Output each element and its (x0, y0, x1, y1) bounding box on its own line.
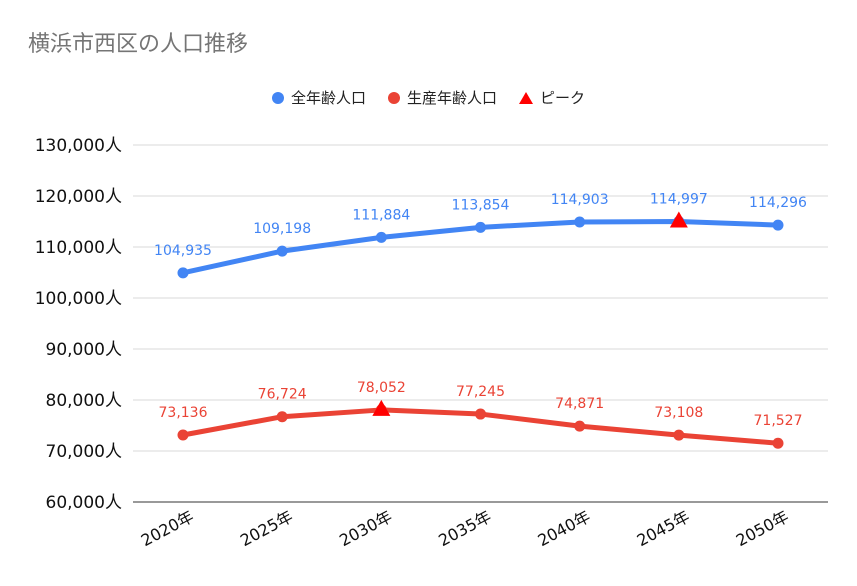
data-label: 73,136 (159, 405, 208, 421)
legend-marker-all-ages (271, 91, 284, 104)
data-point (276, 411, 288, 423)
y-tick-label: 70,000人 (46, 442, 122, 462)
y-tick-label: 80,000人 (46, 391, 122, 411)
legend-label-working-age: 生産年齢人口 (406, 89, 497, 107)
data-point (772, 437, 784, 449)
data-point (772, 219, 784, 231)
x-tick-label: 2050年 (733, 507, 792, 550)
y-tick-label: 60,000人 (46, 493, 122, 513)
data-point (475, 221, 486, 233)
data-point (177, 267, 189, 279)
data-point (475, 408, 486, 420)
data-point (574, 216, 586, 228)
legend-item-peak: ピーク (519, 87, 585, 108)
legend-marker-peak (519, 91, 533, 104)
data-point (673, 429, 685, 441)
y-tick-label: 130,000人 (35, 136, 122, 156)
peak-marker (372, 399, 391, 416)
x-tick-label: 2040年 (535, 507, 594, 550)
x-tick-label: 2025年 (237, 507, 296, 550)
x-tick-label: 2030年 (336, 507, 395, 550)
data-label: 114,296 (749, 195, 807, 211)
data-point (375, 231, 387, 243)
x-tick-label: 2035年 (435, 507, 494, 550)
data-label: 114,903 (551, 192, 609, 208)
data-label: 104,935 (154, 243, 212, 259)
chart-title: 横浜市西区の人口推移 (28, 32, 249, 57)
data-label: 73,108 (654, 405, 703, 421)
data-label: 114,997 (650, 192, 708, 208)
peak-marker (669, 211, 688, 228)
chart-legend: 全年齢人口 生産年齢人口 ピーク (0, 87, 857, 108)
data-label: 113,854 (452, 197, 510, 213)
data-point (177, 429, 189, 441)
data-label: 76,724 (258, 387, 307, 403)
legend-label-all-ages: 全年齢人口 (290, 89, 366, 107)
y-tick-label: 120,000人 (35, 187, 122, 207)
data-label: 77,245 (456, 384, 505, 400)
y-tick-label: 90,000人 (46, 340, 122, 360)
y-tick-label: 100,000人 (35, 289, 122, 309)
data-label: 71,527 (754, 413, 803, 429)
legend-marker-working-age (387, 91, 400, 104)
y-tick-label: 110,000人 (35, 238, 122, 258)
legend-item-all-ages: 全年齢人口 (271, 87, 366, 108)
legend-item-working-age: 生産年齢人口 (387, 87, 497, 108)
data-label: 78,052 (357, 380, 406, 396)
data-label: 74,871 (555, 396, 604, 412)
data-point (276, 245, 288, 257)
x-tick-label: 2045年 (634, 507, 693, 550)
data-point (574, 420, 586, 432)
data-label: 109,198 (253, 221, 311, 237)
data-label: 111,884 (352, 207, 410, 223)
legend-label-peak: ピーク (540, 89, 586, 107)
x-tick-label: 2020年 (138, 507, 197, 550)
